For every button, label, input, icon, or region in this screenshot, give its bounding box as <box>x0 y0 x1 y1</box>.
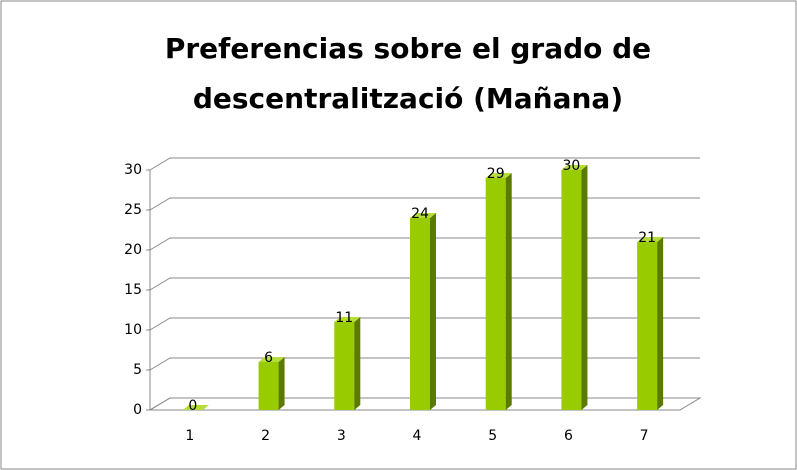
y-tick-label: 25 <box>124 202 142 218</box>
bar-front <box>258 362 279 410</box>
data-label: 6 <box>264 350 273 366</box>
bar <box>258 357 285 410</box>
bar-top <box>637 237 664 242</box>
bar-top <box>334 317 361 322</box>
x-tick-label: 6 <box>564 428 573 444</box>
bar-front <box>637 242 658 410</box>
bar-side <box>657 237 664 410</box>
bar <box>410 213 436 410</box>
bar-top <box>485 173 512 178</box>
x-tick-label: 5 <box>488 428 497 444</box>
y-tick-label: 10 <box>124 322 142 338</box>
bar-top <box>182 405 209 410</box>
data-label: 24 <box>411 206 429 222</box>
bar-front <box>561 170 582 410</box>
bar-top <box>410 213 436 218</box>
chart-title: Preferencias sobre el grado de descentral… <box>165 32 651 115</box>
grid-line <box>149 197 700 211</box>
data-label: 11 <box>335 310 353 326</box>
bar <box>637 237 664 410</box>
data-label: 29 <box>487 166 505 182</box>
y-tick-label: 20 <box>124 242 142 258</box>
grid-line <box>149 357 700 371</box>
x-tick-label: 4 <box>413 428 422 444</box>
bar-side <box>505 173 512 410</box>
y-tick-label: 5 <box>133 362 142 378</box>
x-tick-label: 3 <box>337 428 346 444</box>
bar-side <box>354 317 361 410</box>
bar-top <box>258 357 285 362</box>
bar <box>561 165 588 410</box>
bar-front <box>410 218 430 410</box>
grid-line <box>149 397 700 411</box>
data-label: 0 <box>188 398 197 414</box>
bar-front <box>485 178 506 410</box>
grid-line <box>149 237 700 251</box>
x-tick-label: 7 <box>640 428 649 444</box>
x-tick-label: 2 <box>261 428 270 444</box>
grid-line <box>149 157 700 171</box>
chart-title: Preferencias sobre el grado de <box>165 32 651 65</box>
data-label: 30 <box>563 158 581 174</box>
y-tick-label: 15 <box>124 282 142 298</box>
bar <box>334 317 361 410</box>
grid-line <box>149 317 700 331</box>
y-tick-label: 30 <box>124 162 142 178</box>
bar-side <box>278 357 285 410</box>
y-tick-label: 0 <box>133 402 142 418</box>
x-tick-label: 1 <box>185 428 194 444</box>
grid-line <box>149 277 700 291</box>
bar <box>485 173 512 410</box>
bar-side <box>430 213 436 410</box>
bar-top <box>561 165 588 170</box>
bar <box>182 405 209 410</box>
bar-front <box>334 322 355 410</box>
chart-title: descentralització (Mañana) <box>193 82 623 115</box>
data-label: 21 <box>638 230 656 246</box>
bar-side <box>581 165 588 410</box>
